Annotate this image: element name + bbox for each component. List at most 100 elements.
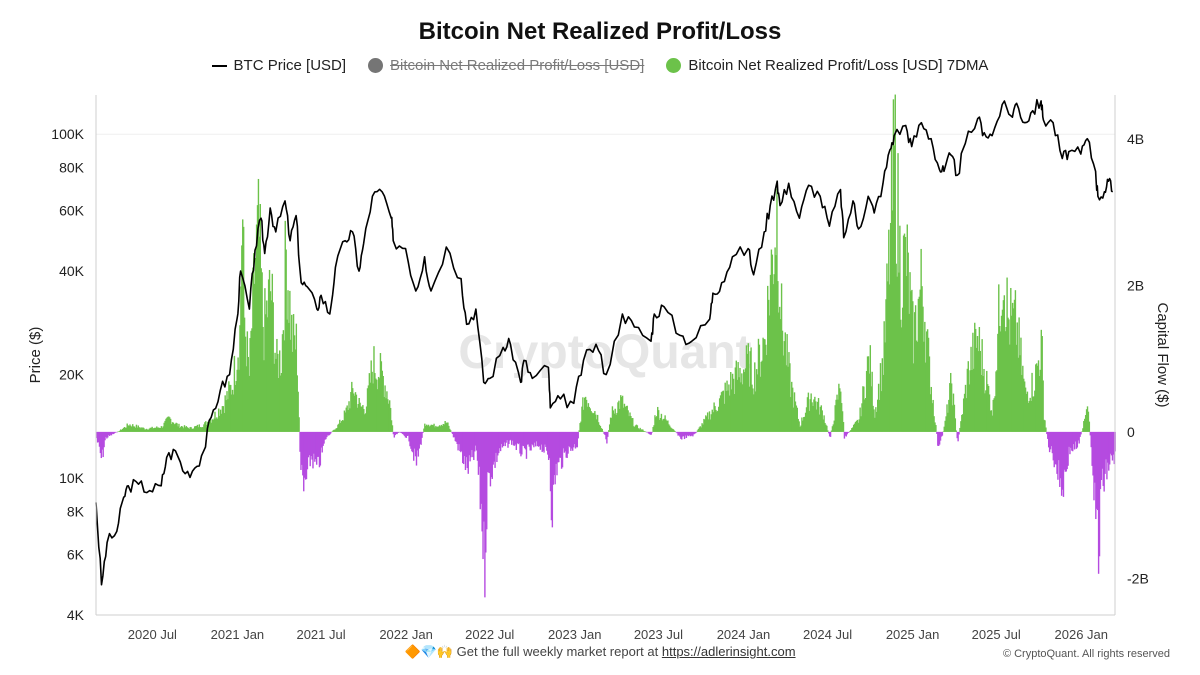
flow-bar [508,431,510,444]
flow-bar [157,427,160,432]
flow-bar [606,431,608,444]
flow-bar [507,431,509,448]
flow-bar [417,431,420,457]
footer-link[interactable]: https://adlerinsight.com [661,644,796,659]
flow-bar [279,375,282,432]
flow-bar [706,412,709,432]
flow-bar [868,373,871,432]
flow-bar [221,406,224,432]
flow-bar [281,334,284,432]
flow-bar [629,412,631,432]
flow-bar [943,426,945,432]
flow-bar [852,424,855,432]
flow-bar [627,410,629,432]
flow-bar [203,424,205,432]
flow-bar [598,424,601,432]
flow-bar [984,393,986,432]
flow-bar [664,415,666,432]
flow-bar [212,419,214,432]
flow-bar [356,407,359,432]
legend-item-btc-price[interactable]: BTC Price [USD] [211,57,346,74]
flow-bar [105,431,107,437]
flow-bar [658,419,661,432]
flow-bar [559,431,561,458]
flow-bar [140,427,142,432]
flow-bar [519,431,521,454]
flow-bar [539,431,542,450]
flow-bar [122,428,125,432]
flow-bar [126,423,128,432]
flow-bar [645,431,647,433]
flow-bar [236,369,238,432]
x-tick-label: 2023 Jul [634,627,683,642]
flow-bar [1038,376,1041,432]
x-tick-label: 2026 Jan [1055,627,1109,642]
flow-bar [536,431,539,447]
flow-bar [636,425,639,432]
flow-bar [1097,431,1100,574]
flow-bar [520,431,522,457]
flow-bar [881,358,884,432]
flow-bar [1062,431,1065,497]
flow-bar [718,406,720,432]
flow-bar [514,431,517,445]
flow-bar [762,337,764,432]
flow-bar [903,233,906,432]
flow-bar [916,341,919,432]
legend-item-net-realized-pl-7dma[interactable]: Bitcoin Net Realized Profit/Loss [USD] 7… [666,57,988,74]
flow-bar [205,421,207,432]
flow-bar [468,431,470,456]
flow-bar [599,426,602,432]
flow-bar [456,431,458,445]
flow-bar [146,429,149,432]
flow-bar [795,405,798,432]
flow-bar [621,395,624,432]
flow-bar [169,418,172,432]
flow-bar [173,424,176,432]
flow-bar [756,374,759,432]
flow-bar [820,405,823,432]
flow-bar [1022,365,1024,432]
flow-bar [181,426,183,432]
legend-item-net-realized-pl[interactable]: Bitcoin Net Realized Profit/Loss [USD] [368,57,644,74]
flow-bar [942,431,945,432]
flow-bar [363,409,365,432]
flow-bar [424,423,426,432]
flow-bar [522,431,524,446]
flow-bar [751,384,753,432]
flow-bar [987,386,990,432]
flow-bar [705,415,707,432]
flow-bar [1043,419,1045,432]
flow-bar [755,369,758,432]
flow-bar [841,411,844,432]
flow-bar [794,401,797,432]
flow-bar [1035,363,1038,432]
flow-bar [728,384,730,432]
flow-bar [1086,406,1089,432]
flow-bar [991,415,994,432]
flow-bar [1092,431,1094,476]
flow-bar [523,431,525,447]
flow-bar [731,373,734,432]
flow-bar [262,326,264,432]
flow-bar [428,426,431,432]
flow-bar [411,431,413,452]
flow-bar [364,414,366,432]
flow-bar [846,431,848,435]
flow-bar [493,431,495,462]
flow-bar [646,431,649,433]
axes: 4K 6K 8K 10K 20K 40K 60K 80K 100K -2B 0 2B 4B 2020 Ju… [51,95,1149,642]
flow-bar [1108,431,1110,471]
flow-bar [798,421,800,432]
flow-bar [498,431,501,449]
flow-bar [475,431,478,451]
flow-bar [474,431,477,446]
flow-bar [176,423,178,432]
flow-bar [469,431,471,462]
flow-bar [877,383,880,432]
flow-bar [194,426,197,432]
flow-bar [816,409,818,432]
flow-bar [288,322,290,432]
flow-bar [423,428,425,432]
flow-bar [209,419,212,432]
